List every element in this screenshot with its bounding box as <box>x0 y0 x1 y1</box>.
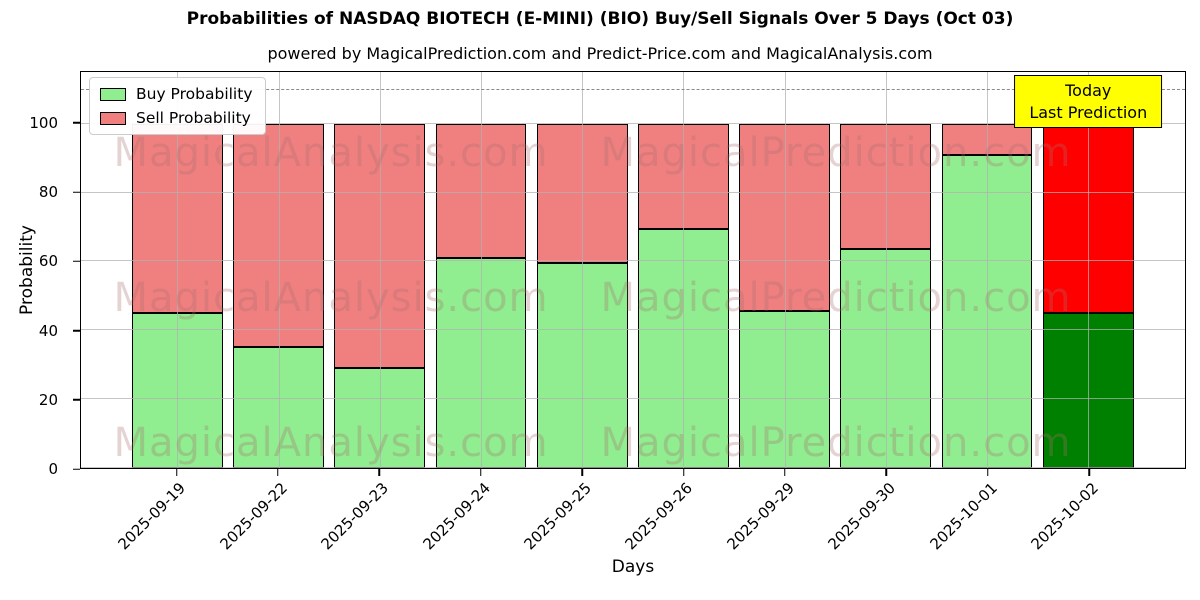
chart-subtitle: powered by MagicalPrediction.com and Pre… <box>267 44 933 63</box>
x-tick-label: 2025-09-22 <box>216 479 291 554</box>
x-axis-title: Days <box>611 557 655 577</box>
bar-segment-buy <box>536 263 628 468</box>
y-tick-mark <box>73 329 80 332</box>
bar-segment-buy <box>739 311 831 468</box>
bar-segment-sell <box>334 123 426 369</box>
y-tick-mark <box>73 260 80 263</box>
y-tick-label: 80 <box>38 183 58 202</box>
y-tick-label: 100 <box>29 113 58 132</box>
today-annotation: Today Last Prediction <box>1014 75 1163 129</box>
today-annotation-line2: Last Prediction <box>1029 102 1148 122</box>
x-tick-mark <box>277 469 279 476</box>
bar-segment-sell <box>637 123 729 229</box>
watermark-magicalanalysis: MagicalAnalysis.com <box>113 420 549 466</box>
v-gridline <box>885 72 887 468</box>
v-gridline <box>683 72 685 468</box>
x-tick-label: 2025-09-23 <box>317 479 393 554</box>
h-gridline <box>81 467 1185 468</box>
x-tick-mark <box>784 469 786 476</box>
bar-segment-sell <box>739 123 831 312</box>
y-axis-tick-marks <box>73 71 80 470</box>
watermark-magicalprediction: MagicalPrediction.com <box>600 275 1072 321</box>
x-tick-label: 2025-09-26 <box>621 479 697 554</box>
chart-title: Probabilities of NASDAQ BIOTECH (E-MINI)… <box>186 9 1014 29</box>
h-gridline <box>81 329 1185 331</box>
x-tick-label: 2025-09-25 <box>520 479 595 554</box>
x-tick-mark <box>378 469 381 476</box>
h-gridline <box>81 260 1185 262</box>
v-gridline <box>177 72 179 468</box>
y-tick-mark <box>73 468 80 470</box>
y-axis-title: Probability <box>17 225 37 315</box>
y-axis-tick-labels: 0 20 40 60 80 100 <box>0 71 72 478</box>
y-tick-mark <box>73 191 80 193</box>
x-tick-label: 2025-09-19 <box>114 479 190 554</box>
x-tick-label: 2025-10-01 <box>926 479 1001 554</box>
bar-segment-sell <box>435 123 527 258</box>
watermark-magicalanalysis: MagicalAnalysis.com <box>113 130 549 176</box>
x-tick-label: 2025-10-02 <box>1027 479 1102 554</box>
sell-swatch-icon <box>100 111 126 125</box>
legend-entry-sell: Sell Probability <box>100 109 253 127</box>
y-tick-label: 20 <box>38 390 58 409</box>
v-gridline <box>379 72 381 468</box>
x-tick-label: 2025-09-30 <box>824 479 900 554</box>
legend: Buy Probability Sell Probability <box>89 77 266 135</box>
bar-segment-sell <box>1042 123 1134 314</box>
bar-segment-sell <box>536 123 628 264</box>
v-gridline <box>480 72 482 468</box>
today-annotation-line1: Today <box>1065 81 1112 100</box>
x-tick-mark <box>682 469 685 476</box>
threshold-dashed-line <box>81 89 1185 91</box>
v-gridline <box>987 72 989 468</box>
x-tick-mark <box>479 469 482 476</box>
x-axis-tick-marks <box>80 469 1186 476</box>
v-gridline <box>784 72 786 468</box>
bar-segment-buy <box>1042 313 1134 468</box>
v-gridline <box>582 72 584 468</box>
y-tick-label: 40 <box>38 321 58 340</box>
x-tick-mark <box>1088 469 1090 476</box>
bar-segment-buy <box>637 228 729 468</box>
x-axis-tick-labels: 2025-09-19 2025-09-22 2025-09-23 2025-09-24… <box>80 479 1186 569</box>
h-gridline <box>81 191 1185 193</box>
plot-area: Buy Probability Sell Probability Today L… <box>80 71 1186 469</box>
legend-label-sell: Sell Probability <box>136 109 251 127</box>
watermark-magicalprediction: MagicalPrediction.com <box>600 420 1072 466</box>
x-tick-label: 2025-09-24 <box>419 479 494 554</box>
watermark-magicalprediction: MagicalPrediction.com <box>600 130 1072 176</box>
bar-segment-sell <box>233 123 324 348</box>
h-gridline <box>81 398 1185 400</box>
watermark-magicalanalysis: MagicalAnalysis.com <box>113 275 549 321</box>
y-tick-label: 0 <box>48 460 58 478</box>
y-tick-mark <box>73 122 80 124</box>
legend-label-buy: Buy Probability <box>136 85 253 103</box>
x-tick-mark <box>175 469 178 476</box>
x-tick-mark <box>986 469 989 476</box>
h-gridline <box>81 122 1185 124</box>
x-tick-mark <box>581 469 583 476</box>
bar-segment-buy <box>435 257 527 468</box>
x-tick-label: 2025-09-29 <box>723 479 798 554</box>
y-tick-mark <box>73 399 80 401</box>
buy-swatch-icon <box>100 87 126 101</box>
v-gridline <box>1088 72 1090 468</box>
y-tick-label: 60 <box>38 252 58 271</box>
v-gridline <box>278 72 280 468</box>
x-tick-mark <box>885 469 888 476</box>
legend-entry-buy: Buy Probability <box>100 85 253 103</box>
